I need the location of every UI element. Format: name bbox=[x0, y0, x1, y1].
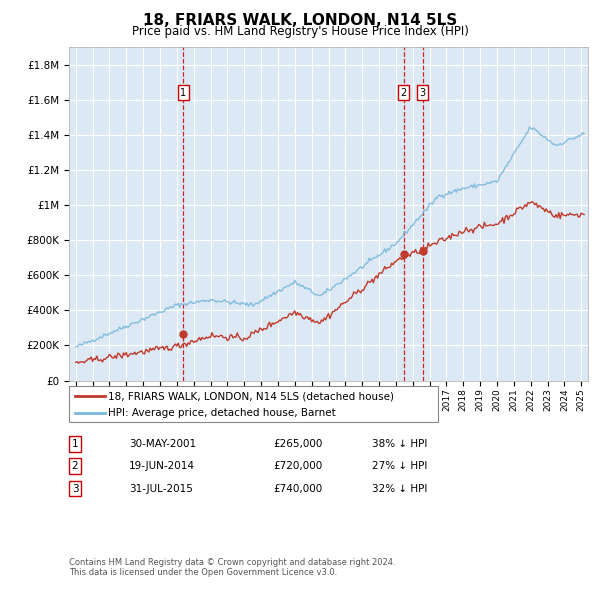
Text: 31-JUL-2015: 31-JUL-2015 bbox=[129, 484, 193, 493]
Text: £740,000: £740,000 bbox=[273, 484, 322, 493]
Text: £720,000: £720,000 bbox=[273, 461, 322, 471]
Text: 18, FRIARS WALK, LONDON, N14 5LS (detached house): 18, FRIARS WALK, LONDON, N14 5LS (detach… bbox=[108, 392, 394, 401]
Text: 38% ↓ HPI: 38% ↓ HPI bbox=[372, 439, 427, 448]
Text: 3: 3 bbox=[71, 484, 79, 493]
Text: 18, FRIARS WALK, LONDON, N14 5LS: 18, FRIARS WALK, LONDON, N14 5LS bbox=[143, 13, 457, 28]
Text: Contains HM Land Registry data © Crown copyright and database right 2024.
This d: Contains HM Land Registry data © Crown c… bbox=[69, 558, 395, 577]
Text: HPI: Average price, detached house, Barnet: HPI: Average price, detached house, Barn… bbox=[108, 408, 336, 418]
Text: 30-MAY-2001: 30-MAY-2001 bbox=[129, 439, 196, 448]
Text: Price paid vs. HM Land Registry's House Price Index (HPI): Price paid vs. HM Land Registry's House … bbox=[131, 25, 469, 38]
Text: £265,000: £265,000 bbox=[273, 439, 322, 448]
Text: 19-JUN-2014: 19-JUN-2014 bbox=[129, 461, 195, 471]
Text: 27% ↓ HPI: 27% ↓ HPI bbox=[372, 461, 427, 471]
Text: 1: 1 bbox=[71, 439, 79, 448]
Text: 32% ↓ HPI: 32% ↓ HPI bbox=[372, 484, 427, 493]
Text: 3: 3 bbox=[419, 88, 425, 98]
Text: 1: 1 bbox=[180, 88, 187, 98]
Text: 2: 2 bbox=[401, 88, 407, 98]
Text: 2: 2 bbox=[71, 461, 79, 471]
